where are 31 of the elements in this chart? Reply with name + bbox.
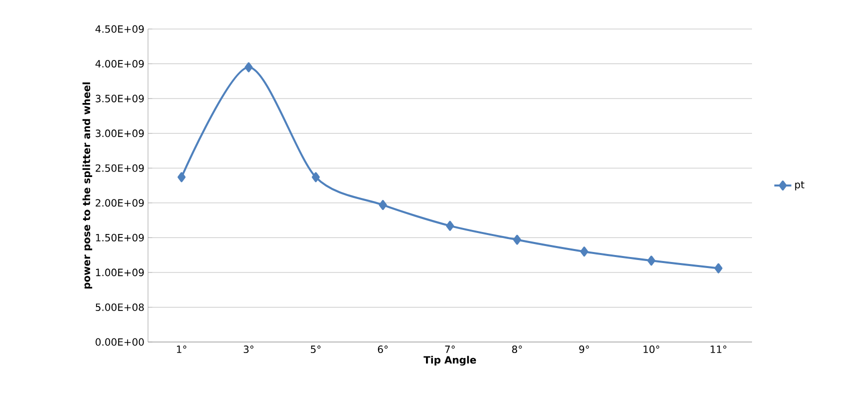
y-tick-label: 2.50E+09	[96, 164, 144, 172]
y-tick-label: 1.00E+09	[96, 268, 144, 276]
y-axis-title: power pose to the splitter and wheel	[82, 82, 92, 289]
x-tick-label: 8°	[512, 346, 522, 354]
point	[714, 263, 722, 274]
point	[580, 246, 588, 257]
x-tick-label: 5°	[310, 346, 320, 354]
y-tick-label: 3.50E+09	[96, 94, 144, 102]
point	[178, 172, 186, 182]
point	[312, 172, 320, 182]
y-tick-label: 5.00E+08	[96, 303, 144, 311]
point	[446, 220, 454, 231]
x-axis-title: Tip Angle	[424, 356, 476, 366]
x-tick-label: 10°	[644, 346, 660, 354]
x-tick-label: 7°	[445, 346, 455, 353]
y-tick-label: 1.50E+09	[96, 234, 144, 242]
x-tick-label: 1°	[176, 346, 186, 353]
point	[513, 234, 522, 245]
point	[378, 200, 387, 210]
x-tick-label: 11°	[710, 346, 726, 353]
point	[647, 256, 656, 266]
y-tick-label: 2.00E+09	[96, 199, 144, 207]
y-tick-label: 3.00E+09	[96, 130, 144, 138]
y-tick-label: 4.50E+09	[95, 25, 144, 33]
x-tick-label: 3°	[244, 346, 254, 354]
legend-label: pt	[795, 181, 804, 190]
point	[244, 62, 253, 72]
x-tick-label: 6°	[378, 346, 388, 354]
y-tick-label: 4.00E+09	[95, 60, 144, 68]
x-tick-label: 9°	[579, 346, 589, 354]
y-tick-label: 0.00E+00	[96, 338, 144, 346]
